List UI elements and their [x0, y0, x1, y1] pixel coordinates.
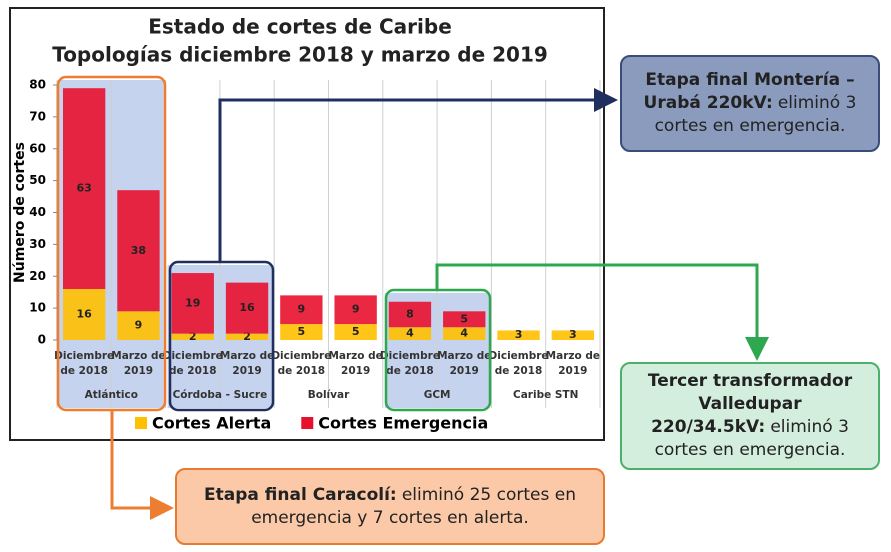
bar-segment [497, 330, 540, 340]
legend-label: Cortes Emergencia [318, 414, 488, 433]
bar-segment [334, 324, 377, 340]
y-tick-label: 50 [29, 173, 46, 187]
bar-segment [443, 327, 486, 340]
x-tick-label: Diciembre [380, 350, 440, 362]
data-label: 2 [243, 330, 251, 343]
bar-segment [280, 295, 323, 325]
arrow [435, 263, 769, 361]
x-tick-label: de 2018 [278, 365, 326, 377]
annotation-text: eliminó 3 cortes en emergencia. [654, 93, 857, 136]
data-label: 8 [406, 308, 414, 321]
chart-title: Topologías diciembre 2018 y marzo de 201… [52, 43, 548, 67]
x-tick-label: 2019 [558, 365, 587, 377]
annotation-text: eliminó 3 cortes en emergencia. [654, 417, 849, 460]
annotation: Etapa final Caracolí: eliminó 25 cortes e… [175, 468, 605, 545]
data-label: 4 [460, 327, 468, 340]
data-label: 3 [515, 328, 523, 341]
bar-segment [117, 190, 160, 312]
annotation-bold: Etapa final Montería – Urabá 220kV: [643, 70, 855, 114]
x-tick-label: de 2018 [386, 365, 434, 377]
data-label: 16 [239, 301, 255, 314]
group-label: Caribe STN [513, 389, 578, 401]
x-tick-label: 2019 [232, 365, 261, 377]
bar-segment [62, 88, 106, 289]
bar-segment [171, 333, 214, 340]
annotation-bold: Tercer transformador Valledupar 220/34.5… [647, 371, 853, 437]
bar-segment [117, 311, 160, 340]
bar-segment [334, 295, 377, 325]
y-tick-label: 0 [38, 333, 46, 347]
annotation-text: eliminó 25 cortes en emergencia y 7 cort… [251, 484, 576, 528]
x-tick-label: Diciembre [163, 350, 223, 362]
y-tick-label: 10 [29, 301, 46, 315]
data-label: 9 [135, 319, 143, 332]
data-label: 63 [76, 182, 91, 195]
x-tick-label: Diciembre [54, 350, 114, 362]
bar-segment [388, 301, 432, 328]
x-tick-label: 2019 [124, 365, 153, 377]
y-axis-label: Número de cortes [12, 142, 28, 283]
y-tick-label: 70 [29, 109, 46, 123]
x-tick-label: de 2018 [169, 365, 217, 377]
group-label: GCM [424, 389, 451, 401]
x-tick-label: Marzo de [546, 350, 600, 362]
data-label: 9 [298, 303, 306, 316]
arrow [218, 88, 618, 262]
x-tick-label: Marzo de [437, 350, 491, 362]
data-label: 5 [298, 325, 306, 338]
x-tick-label: de 2018 [60, 365, 108, 377]
chart-title: Estado de cortes de Caribe [148, 15, 452, 39]
bar-segment [171, 273, 214, 334]
data-label: 5 [352, 325, 360, 338]
x-tick-label: Marzo de [220, 350, 274, 362]
x-tick-label: Marzo de [328, 350, 382, 362]
bar-segment [280, 324, 323, 340]
group-label: Atlántico [85, 389, 138, 401]
data-label: 19 [185, 296, 200, 309]
y-tick-label: 20 [29, 269, 46, 283]
bar-segment [225, 282, 269, 334]
annotation: Tercer transformador Valledupar 220/34.5… [620, 362, 880, 470]
y-tick-label: 60 [29, 141, 46, 155]
legend-swatch [301, 417, 314, 429]
legend-label: Cortes Alerta [152, 414, 271, 433]
x-tick-label: de 2018 [495, 365, 543, 377]
group-label: Córdoba - Sucre [173, 389, 268, 401]
x-tick-label: Diciembre [489, 350, 549, 362]
data-label: 3 [569, 328, 577, 341]
annotation-bold: Etapa final Caracolí: [204, 484, 397, 505]
x-tick-label: 2019 [450, 365, 479, 377]
x-tick-label: Diciembre [271, 350, 331, 362]
x-tick-label: Marzo de [111, 350, 165, 362]
x-tick-label: 2019 [341, 365, 370, 377]
y-tick-label: 80 [29, 78, 46, 92]
data-label: 4 [406, 327, 414, 340]
data-label: 38 [131, 244, 146, 257]
data-label: 9 [352, 303, 360, 316]
bar-segment [551, 330, 595, 340]
y-tick-label: 30 [29, 237, 46, 251]
data-label: 16 [76, 308, 92, 321]
data-label: 2 [189, 330, 197, 343]
bar-segment [443, 311, 486, 328]
arrow [110, 410, 174, 520]
data-label: 5 [460, 312, 468, 325]
legend-swatch [135, 417, 147, 429]
group-label: Bolívar [308, 389, 350, 401]
y-tick-label: 40 [29, 205, 46, 219]
bar-segment [62, 289, 106, 340]
annotation: Etapa final Montería – Urabá 220kV: elimi… [620, 55, 880, 152]
bar-segment [225, 333, 269, 340]
bar-segment [388, 327, 432, 340]
